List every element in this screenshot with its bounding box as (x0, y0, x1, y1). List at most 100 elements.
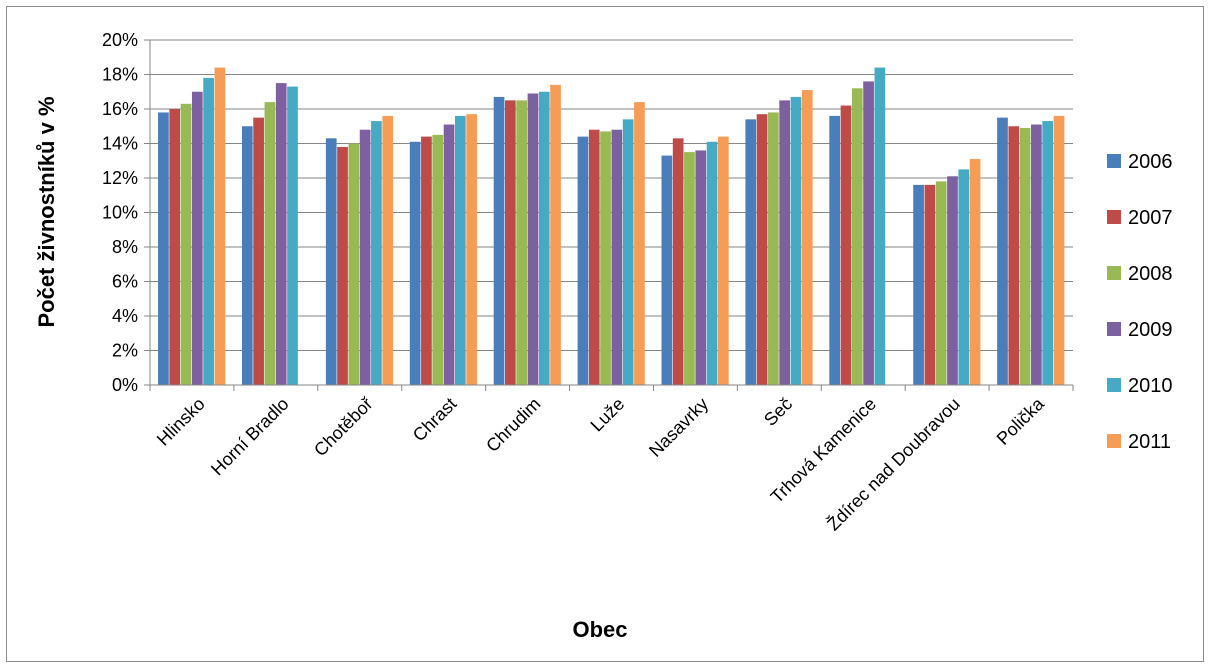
legend-label: 2006 (1128, 151, 1173, 173)
bar-2011 (466, 114, 477, 386)
bar-2010 (538, 91, 550, 385)
bar-2006 (577, 136, 589, 385)
bar-2010 (622, 119, 634, 385)
y-tick-label: 4% (112, 306, 138, 326)
bar-2007 (588, 129, 600, 385)
y-tick-label: 20% (102, 30, 138, 50)
legend-swatch (1107, 434, 1121, 448)
bar-2006 (829, 115, 841, 386)
bar-2009 (191, 91, 203, 385)
legend-swatch (1107, 322, 1121, 336)
bar-2006 (409, 141, 421, 385)
bar-2008 (180, 103, 192, 385)
bar-2006 (493, 96, 505, 386)
y-tick-label: 18% (102, 65, 138, 85)
legend-swatch (1107, 210, 1121, 224)
bar-2008 (851, 88, 863, 386)
bar-2007 (840, 105, 852, 386)
bar-2007 (337, 146, 348, 385)
bar-2009 (359, 129, 371, 385)
x-tick-label: Nasavrky (645, 394, 712, 461)
bar-2011 (969, 159, 981, 385)
legend-label: 2008 (1128, 263, 1173, 285)
bar-2008 (432, 134, 444, 385)
bar-2009 (779, 100, 791, 385)
y-tick-label: 6% (112, 272, 138, 292)
bar-2010 (706, 141, 718, 385)
y-tick-label: 0% (112, 375, 138, 395)
bar-2011 (718, 136, 729, 385)
bar-2010 (454, 115, 466, 386)
bar-2009 (695, 150, 707, 385)
bar-2009 (1031, 124, 1042, 386)
bar-2009 (275, 83, 287, 385)
bar-2009 (611, 129, 623, 385)
bar-2011 (214, 67, 226, 385)
bar-2008 (1019, 127, 1031, 385)
bar-2009 (947, 176, 958, 385)
bar-2011 (801, 90, 813, 386)
x-tick-label: Chotěboř (310, 393, 377, 460)
x-tick-label: Luže (587, 394, 629, 436)
x-tick-label: Horní Bradlo (207, 394, 293, 480)
bar-2007 (1008, 126, 1020, 385)
bar-2007 (672, 138, 684, 385)
legend-swatch (1107, 266, 1121, 280)
bar-2007 (253, 117, 264, 385)
bar-2010 (790, 96, 802, 386)
bars (158, 67, 1065, 386)
bar-2008 (600, 131, 611, 385)
bar-2007 (924, 184, 936, 385)
legend-label: 2010 (1128, 375, 1173, 397)
bar-2010 (1042, 121, 1054, 385)
bar-2008 (348, 143, 360, 385)
bar-2010 (287, 86, 298, 385)
legend-swatch (1107, 378, 1121, 392)
bar-2007 (756, 114, 768, 386)
y-tick-label: 8% (112, 237, 138, 257)
x-tick-label: Chrudim (482, 394, 544, 456)
bar-2006 (745, 119, 757, 385)
y-tick-label: 16% (102, 99, 138, 119)
legend-label: 2007 (1128, 207, 1173, 229)
bar-2011 (634, 102, 645, 385)
x-tick-label: Polička (993, 393, 1049, 449)
bar-2006 (661, 155, 673, 385)
bar-2009 (863, 81, 874, 386)
bar-2006 (997, 117, 1008, 385)
bar-2007 (504, 100, 516, 385)
y-tick-label: 12% (102, 168, 138, 188)
x-axis-title: Obec (572, 617, 627, 642)
bar-2008 (935, 181, 947, 385)
bar-2007 (421, 136, 432, 385)
legend-swatch (1107, 154, 1121, 168)
bar-2011 (382, 115, 394, 386)
legend-label: 2011 (1128, 431, 1171, 453)
axes (149, 40, 1074, 391)
y-tick-labels: 0% 2% 4% 6% 8% 10% 12% 14% 16% 18% 20% (102, 30, 138, 395)
bar-2010 (874, 67, 886, 385)
bar-2010 (371, 121, 382, 385)
y-tick-label: 10% (102, 203, 138, 223)
x-tick-label: Seč (760, 394, 796, 430)
y-axis-title: Počet živnostníků v % (34, 96, 59, 327)
bar-2010 (958, 169, 970, 385)
x-tick-label: Chrast (409, 394, 461, 446)
bar-2009 (527, 93, 539, 385)
y-tick-label: 14% (102, 134, 138, 154)
bar-2011 (550, 84, 561, 385)
bar-2007 (169, 109, 181, 385)
bar-2008 (768, 112, 779, 385)
bar-2006 (325, 138, 337, 385)
legend: 2006 2007 2008 2009 2010 2011 (1107, 151, 1173, 453)
bar-2009 (443, 124, 455, 386)
x-tick-label: Hlinsko (153, 394, 209, 450)
bar-2008 (264, 102, 276, 385)
bar-2008 (684, 152, 695, 385)
bar-2011 (1053, 115, 1065, 386)
bar-2006 (241, 126, 253, 385)
bar-2006 (158, 112, 169, 385)
bar-2008 (516, 100, 527, 385)
bar-2006 (913, 184, 924, 385)
